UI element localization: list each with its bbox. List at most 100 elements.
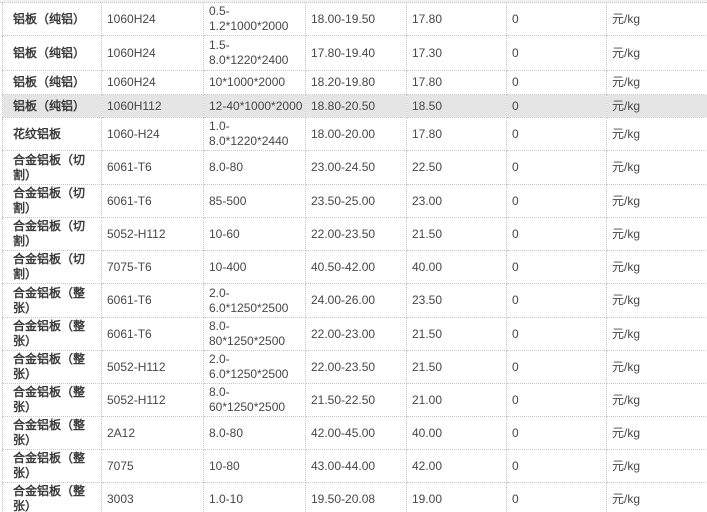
table-row[interactable]: 合金铝板（整 张） 5052-H112 8.0- 60*1250*2500 21.50… — [2, 383, 707, 417]
cell-product-name: 合金铝板（整 张） — [2, 416, 102, 450]
cell-spec: 2.0- 6.0*1250*2500 — [203, 283, 306, 318]
cell-model: 1060H24 — [101, 3, 204, 36]
cell-unit: 元/kg — [606, 184, 707, 218]
cell-product-name: 花纹铝板 — [2, 117, 102, 151]
cell-unit: 元/kg — [606, 416, 707, 450]
cell-model: 1060-H24 — [101, 117, 204, 151]
cell-spec: 1.0- 8.0*1220*2440 — [203, 117, 306, 151]
price-table-body: 铝板（纯铝） 1060H24 0.5- 1.2*1000*2000 18.00-19.… — [2, 3, 707, 512]
cell-price-range: 42.00-45.00 — [305, 416, 407, 450]
table-row[interactable]: 铝板（纯铝） 1060H24 0.5- 1.2*1000*2000 18.00-19.… — [2, 3, 707, 36]
cell-model: 7075 — [101, 449, 204, 483]
table-row[interactable]: 合金铝板（切 割） 5052-H112 10-60 22.00-23.50 21.50 0… — [2, 217, 707, 251]
cell-flag: 0 — [506, 482, 607, 512]
cell-flag: 0 — [506, 184, 607, 218]
cell-price-range: 17.80-19.40 — [305, 35, 407, 71]
cell-price: 21.00 — [406, 383, 507, 417]
cell-unit: 元/kg — [606, 35, 707, 71]
cell-spec: 10-80 — [203, 449, 306, 483]
cell-spec: 1.0-10 — [203, 482, 306, 512]
cell-unit: 元/kg — [606, 70, 707, 95]
cell-spec: 8.0- 60*1250*2500 — [203, 383, 306, 417]
cell-spec: 2.0- 6.0*1250*2500 — [203, 350, 306, 384]
cell-unit: 元/kg — [606, 150, 707, 185]
cell-price-range: 22.00-23.50 — [305, 217, 407, 251]
cell-unit: 元/kg — [606, 449, 707, 483]
table-row[interactable]: 合金铝板（切 割） 7075-T6 10-400 40.50-42.00 40.00 0 元… — [2, 250, 707, 284]
table-row[interactable]: 合金铝板（整 张） 6061-T6 8.0- 80*1250*2500 22.00-2… — [2, 317, 707, 351]
cell-price-range: 40.50-42.00 — [305, 250, 407, 284]
cell-unit: 元/kg — [606, 283, 707, 318]
cell-price-range: 19.50-20.08 — [305, 482, 407, 512]
cell-price: 22.50 — [406, 150, 507, 185]
cell-price: 21.50 — [406, 350, 507, 384]
cell-spec: 0.5- 1.2*1000*2000 — [203, 3, 306, 36]
cell-product-name: 合金铝板（切 割） — [2, 184, 102, 218]
cell-product-name: 铝板（纯铝） — [2, 35, 102, 71]
cell-flag: 0 — [506, 350, 607, 384]
table-row[interactable]: 合金铝板（整 张） 7075 10-80 43.00-44.00 42.00 0 元/kg — [2, 449, 707, 483]
cell-model: 5052-H112 — [101, 383, 204, 417]
cell-price: 42.00 — [406, 449, 507, 483]
cell-flag: 0 — [506, 250, 607, 284]
cell-spec: 10-400 — [203, 250, 306, 284]
price-table: 铝板（纯铝） 1060H24 0.5- 1.2*1000*2000 18.00-19.… — [2, 3, 707, 512]
cell-unit: 元/kg — [606, 94, 707, 118]
table-row[interactable]: 合金铝板（整 张） 6061-T6 2.0- 6.0*1250*2500 24.00-… — [2, 283, 707, 318]
cell-flag: 0 — [506, 70, 607, 95]
cell-flag: 0 — [506, 317, 607, 351]
table-row[interactable]: 合金铝板（整 张） 5052-H112 2.0- 6.0*1250*2500 22.0… — [2, 350, 707, 384]
cell-unit: 元/kg — [606, 3, 707, 36]
cell-price: 23.50 — [406, 283, 507, 318]
cell-price: 40.00 — [406, 416, 507, 450]
cell-product-name: 合金铝板（整 张） — [2, 283, 102, 318]
cell-product-name: 合金铝板（切 割） — [2, 150, 102, 185]
cell-price-range: 18.80-20.50 — [305, 94, 407, 118]
cell-flag: 0 — [506, 283, 607, 318]
table-row[interactable]: 合金铝板（整 张） 2A12 8.0-80 42.00-45.00 40.00 0 元/kg — [2, 416, 707, 450]
cell-model: 6061-T6 — [101, 283, 204, 318]
cell-model: 5052-H112 — [101, 217, 204, 251]
table-row[interactable]: 铝板（纯铝） 1060H24 1.5- 8.0*1220*2400 17.80-19.… — [2, 35, 707, 71]
cell-flag: 0 — [506, 383, 607, 417]
table-row[interactable]: 合金铝板（整 张） 3003 1.0-10 19.50-20.08 19.00 0 元/kg — [2, 482, 707, 512]
cell-unit: 元/kg — [606, 482, 707, 512]
table-row[interactable]: 铝板（纯铝） 1060H112 12-40*1000*2000 18.80-20.50… — [2, 94, 707, 118]
cell-price: 40.00 — [406, 250, 507, 284]
cell-product-name: 合金铝板（切 割） — [2, 217, 102, 251]
cell-spec: 12-40*1000*2000 — [203, 94, 306, 118]
cell-price-range: 18.00-20.00 — [305, 117, 407, 151]
cell-flag: 0 — [506, 117, 607, 151]
cell-model: 3003 — [101, 482, 204, 512]
cell-price: 21.50 — [406, 217, 507, 251]
cell-flag: 0 — [506, 3, 607, 36]
cell-price: 17.30 — [406, 35, 507, 71]
cell-price-range: 22.00-23.00 — [305, 317, 407, 351]
cell-price: 23.00 — [406, 184, 507, 218]
table-row[interactable]: 铝板（纯铝） 1060H24 10*1000*2000 18.20-19.80 17.8… — [2, 70, 707, 95]
cell-flag: 0 — [506, 94, 607, 118]
cell-model: 6061-T6 — [101, 150, 204, 185]
cell-product-name: 合金铝板（整 张） — [2, 482, 102, 512]
cell-price-range: 22.00-23.50 — [305, 350, 407, 384]
cell-price: 19.00 — [406, 482, 507, 512]
table-row[interactable]: 合金铝板（切 割） 6061-T6 85-500 23.50-25.00 23.00 0 元… — [2, 184, 707, 218]
cell-product-name: 铝板（纯铝） — [2, 70, 102, 95]
table-row[interactable]: 花纹铝板 1060-H24 1.0- 8.0*1220*2440 18.00-20.0… — [2, 117, 707, 151]
cell-price-range: 43.00-44.00 — [305, 449, 407, 483]
cell-flag: 0 — [506, 449, 607, 483]
cell-spec: 10*1000*2000 — [203, 70, 306, 95]
cell-unit: 元/kg — [606, 350, 707, 384]
cell-price: 21.50 — [406, 317, 507, 351]
cell-model: 1060H24 — [101, 35, 204, 71]
cell-spec: 1.5- 8.0*1220*2400 — [203, 35, 306, 71]
cell-price-range: 21.50-22.50 — [305, 383, 407, 417]
cell-unit: 元/kg — [606, 217, 707, 251]
cell-price-range: 18.20-19.80 — [305, 70, 407, 95]
cell-spec: 8.0-80 — [203, 150, 306, 185]
table-row[interactable]: 合金铝板（切 割） 6061-T6 8.0-80 23.00-24.50 22.50 0 元… — [2, 150, 707, 185]
cell-spec: 8.0- 80*1250*2500 — [203, 317, 306, 351]
cell-spec: 85-500 — [203, 184, 306, 218]
cell-price-range: 24.00-26.00 — [305, 283, 407, 318]
